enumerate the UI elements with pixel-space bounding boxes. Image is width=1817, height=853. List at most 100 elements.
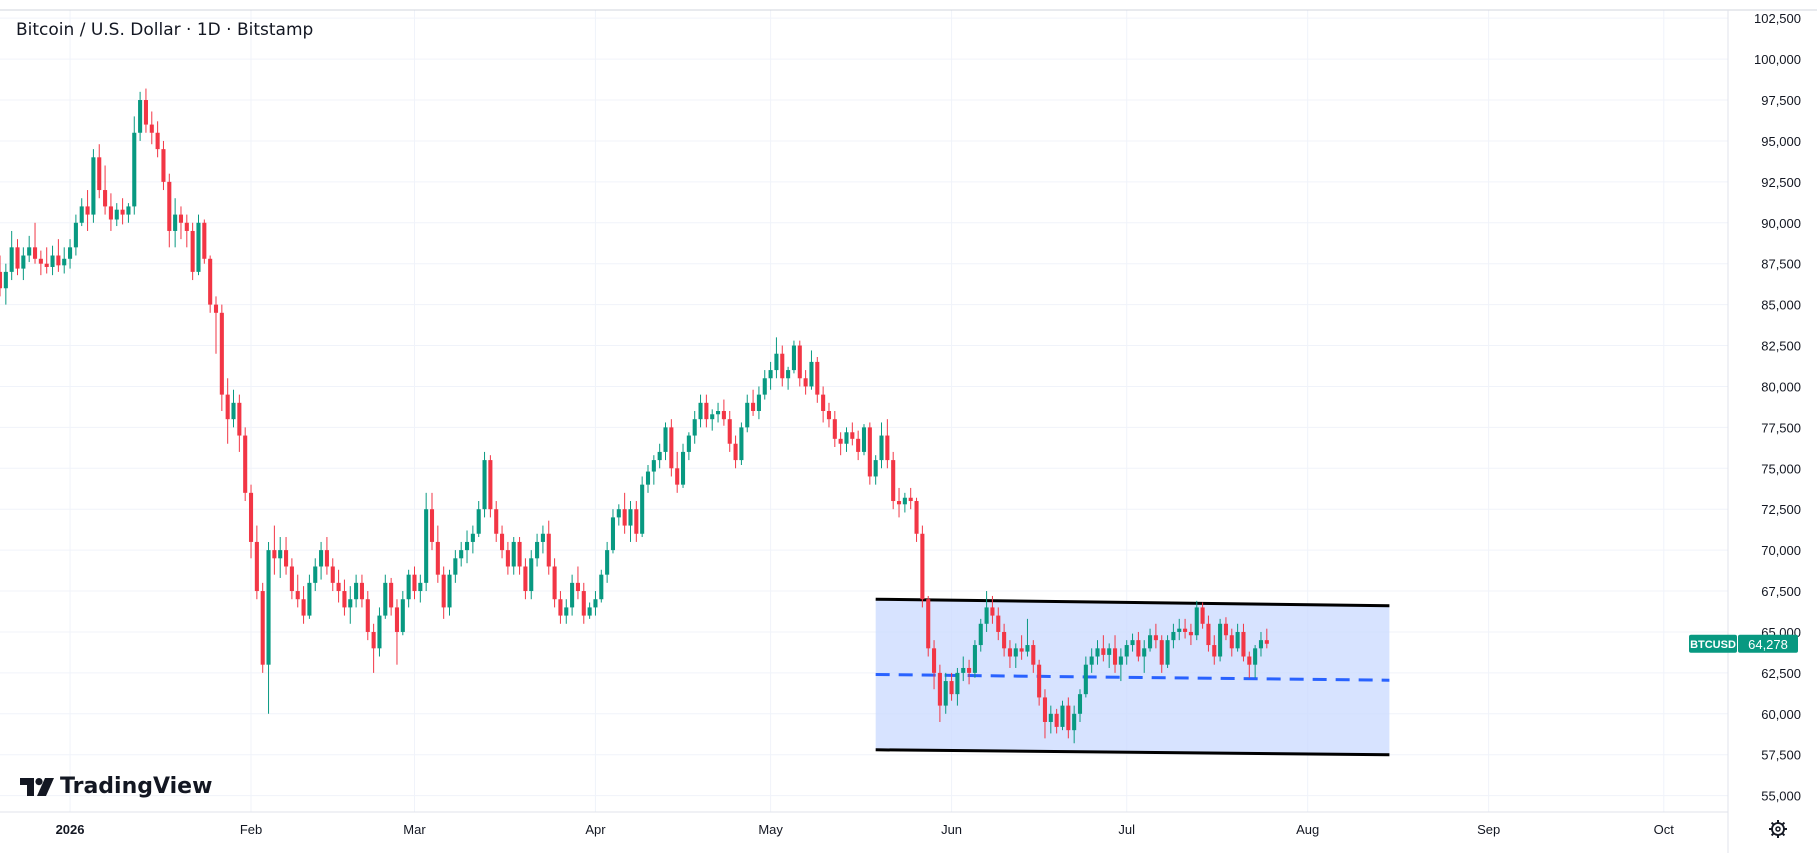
candle-body: [645, 471, 651, 485]
candle-body: [1101, 648, 1106, 655]
tradingview-logo-text: TradingView: [60, 774, 213, 799]
candle: [1188, 623, 1193, 646]
candle-body: [435, 541, 440, 575]
candle-body: [418, 582, 423, 592]
candle-body: [972, 645, 977, 673]
candle: [978, 618, 983, 652]
candle: [56, 239, 61, 272]
price-tick-label: 85,000: [1761, 298, 1801, 313]
candle-body: [248, 492, 254, 542]
candle-body: [756, 394, 761, 411]
candle: [213, 296, 219, 354]
candle-body: [634, 509, 639, 534]
channel-upper-line[interactable]: [875, 597, 1390, 608]
candle: [984, 591, 989, 632]
candle: [1077, 689, 1083, 722]
candle: [972, 640, 977, 678]
candle: [190, 222, 195, 281]
candle: [634, 501, 639, 542]
candle: [418, 574, 423, 603]
candle: [155, 121, 160, 158]
candle-body: [552, 566, 557, 600]
candle-body: [85, 206, 90, 215]
candle-body: [15, 247, 20, 269]
candle-body: [937, 672, 942, 706]
candle: [1247, 651, 1252, 678]
candle-body: [190, 230, 195, 272]
candle-body: [780, 353, 785, 379]
price-channel-drawing[interactable]: [875, 597, 1390, 757]
candle-body: [616, 509, 621, 518]
candle-body: [1031, 645, 1036, 665]
price-tick-label: 60,000: [1761, 707, 1801, 722]
price-tick-label: 62,500: [1761, 666, 1801, 681]
time-tick-label: Aug: [1296, 822, 1319, 837]
candle: [949, 672, 954, 701]
candle-body: [254, 541, 259, 592]
candle: [167, 173, 172, 248]
candle-body: [237, 402, 242, 436]
candle-body: [622, 509, 627, 526]
candle-body: [138, 100, 143, 133]
price-tick-label: 55,000: [1761, 789, 1801, 804]
candle-body: [488, 460, 493, 510]
candle: [535, 533, 540, 567]
candle-body: [1159, 640, 1164, 665]
candle: [932, 640, 937, 690]
candle-body: [307, 582, 312, 616]
candle: [1013, 643, 1018, 668]
candle: [342, 579, 347, 616]
candle-body: [686, 435, 691, 452]
candle: [756, 386, 761, 420]
channel-midline[interactable]: [875, 673, 1390, 682]
price-axis[interactable]: 55,00057,50060,00062,50065,00067,50070,0…: [1754, 11, 1801, 803]
candle: [675, 451, 680, 493]
candle: [850, 422, 855, 446]
time-axis[interactable]: 2026 Feb Mar Apr May Jun Jul Aug Sep Oct: [56, 822, 1675, 837]
candle: [1060, 700, 1065, 731]
time-tick-label: Sep: [1477, 822, 1500, 837]
channel-lower-line[interactable]: [875, 748, 1390, 757]
candle-body: [313, 566, 318, 583]
candle: [914, 497, 919, 542]
candle-body: [1130, 640, 1135, 646]
candle: [937, 664, 942, 722]
candle: [1089, 648, 1094, 673]
candle: [482, 451, 487, 518]
candle: [184, 214, 189, 248]
candle: [990, 595, 995, 624]
candle: [243, 427, 248, 502]
candle-body: [50, 255, 55, 267]
candle-body: [751, 402, 756, 411]
candle: [1118, 648, 1123, 682]
candle: [640, 476, 645, 538]
candle: [599, 569, 604, 603]
candle-body: [476, 509, 481, 534]
candle-body: [97, 157, 102, 191]
candle-body: [896, 501, 902, 505]
candle: [1095, 640, 1100, 665]
candle-body: [1002, 631, 1007, 649]
candle-body: [949, 681, 954, 695]
chart-title[interactable]: Bitcoin / U.S. Dollar · 1D · Bitstamp: [16, 20, 314, 40]
candle-body: [1142, 648, 1147, 657]
candle: [1083, 656, 1088, 698]
candle-body: [231, 402, 236, 420]
tradingview-logo[interactable]: TradingView: [20, 774, 212, 799]
candle-body: [657, 451, 662, 461]
candle: [1200, 602, 1205, 629]
candle: [225, 378, 230, 444]
settings-gear-icon[interactable]: [1769, 820, 1787, 838]
candle: [967, 659, 972, 685]
candle: [873, 455, 878, 485]
price-tick-label: 80,000: [1761, 379, 1801, 394]
candle: [716, 402, 721, 423]
candle-body: [1112, 648, 1118, 665]
candle: [237, 394, 242, 452]
candle: [797, 340, 802, 387]
candle: [32, 222, 38, 264]
candle-body: [675, 468, 680, 485]
candle: [844, 427, 849, 452]
candle: [301, 586, 306, 624]
